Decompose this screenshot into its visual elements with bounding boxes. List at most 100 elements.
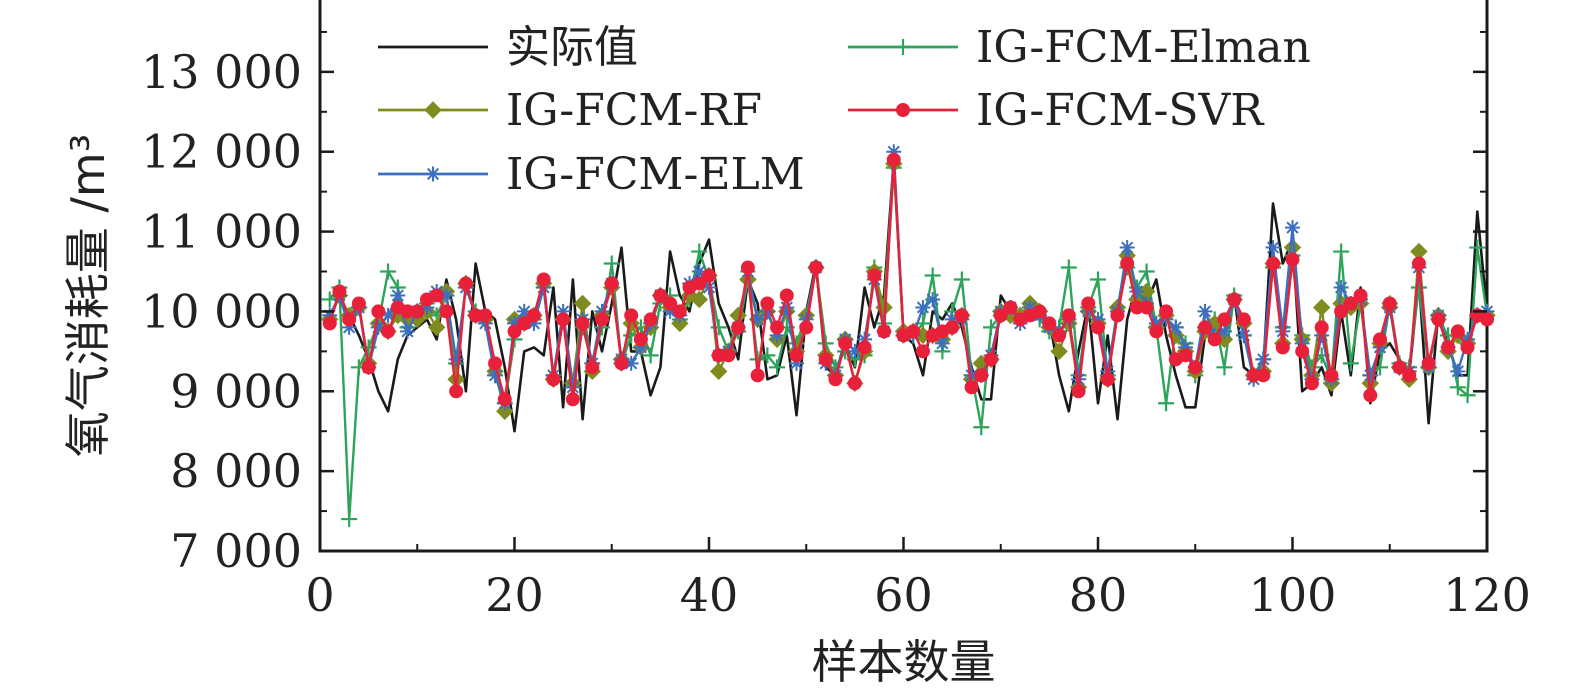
data-point-4: [1333, 279, 1349, 295]
data-point-3: [945, 320, 960, 335]
data-point-4: [1022, 299, 1038, 315]
series-line-1: [328, 166, 1489, 521]
data-point-4: [390, 287, 406, 303]
data-point-4: [1158, 311, 1174, 327]
data-point-4: [915, 299, 931, 315]
data-point-3: [429, 288, 444, 303]
x-tick-label: 40: [680, 568, 739, 622]
legend-label: IG-FCM-RF: [506, 85, 762, 136]
y-tick-label: 7 000: [170, 524, 302, 578]
data-point-3: [906, 324, 921, 339]
data-point-3: [624, 308, 639, 323]
data-point-3: [1266, 256, 1281, 271]
data-point-3: [361, 360, 376, 375]
data-point-1: [953, 271, 970, 288]
data-point-1: [603, 255, 620, 272]
data-point-3: [595, 312, 610, 327]
data-point-4: [1362, 367, 1378, 383]
data-point-3: [1334, 304, 1349, 319]
data-point-4: [662, 303, 678, 319]
data-point-1: [1342, 355, 1359, 372]
series-3: [322, 152, 1494, 407]
y-tick-label: 8 000: [170, 444, 302, 498]
data-point-4: [507, 315, 522, 331]
data-point-3: [867, 268, 882, 283]
data-point-4: [798, 311, 814, 327]
data-point-2: [710, 362, 728, 381]
data-point-3: [458, 276, 473, 291]
data-point-4: [1265, 240, 1281, 256]
data-point-4: [886, 144, 902, 160]
legend-label: IG-FCM-Elman: [976, 22, 1311, 73]
legend: 实际值 IG-FCM-Elman IG-FCM-RF IG-FCM-SVR IG-FCM…: [378, 22, 1311, 200]
data-point-3: [974, 368, 989, 383]
data-point-3: [604, 276, 619, 291]
data-point-3: [1431, 312, 1446, 327]
data-point-2: [1312, 298, 1331, 317]
x-tick-label: 0: [305, 568, 334, 622]
legend-item: IG-FCM-SVR: [848, 85, 1265, 136]
legend-swatch-marker: [895, 39, 911, 55]
data-point-3: [1353, 288, 1368, 303]
data-point-1: [1459, 387, 1476, 404]
data-point-3: [1188, 360, 1203, 375]
data-point-3: [653, 288, 668, 303]
data-point-3: [1343, 296, 1358, 311]
data-point-1: [1469, 239, 1486, 256]
y-tick-label: 10 000: [141, 284, 302, 338]
y-tick-label: 12 000: [141, 125, 302, 179]
x-tick-label: 20: [485, 568, 544, 622]
data-point-1: [759, 347, 776, 364]
data-point-4: [847, 343, 863, 359]
data-point-3: [536, 272, 551, 287]
data-point-3: [877, 324, 892, 339]
data-point-4: [691, 264, 707, 280]
data-point-4: [341, 319, 357, 335]
data-point-4: [1148, 315, 1164, 331]
data-point-3: [1304, 376, 1319, 391]
data-point-3: [750, 368, 765, 383]
data-point-3: [838, 336, 853, 351]
data-point-4: [1255, 351, 1271, 367]
data-point-3: [740, 260, 755, 275]
data-point-4: [1090, 311, 1106, 327]
data-point-2: [573, 294, 592, 313]
data-point-3: [1411, 256, 1426, 271]
data-point-3: [1314, 320, 1329, 335]
legend-item: IG-FCM-Elman: [848, 22, 1311, 73]
data-point-4: [400, 323, 416, 339]
series-layer: [321, 144, 1496, 528]
data-point-4: [370, 319, 386, 335]
x-axis-title: 样本数量: [812, 635, 996, 689]
data-point-4: [419, 299, 435, 315]
data-point-3: [1032, 304, 1047, 319]
data-point-3: [1363, 388, 1378, 403]
data-point-3: [857, 340, 872, 355]
data-point-2: [427, 318, 446, 337]
data-point-1: [1090, 271, 1106, 288]
data-point-4: [964, 367, 980, 383]
data-point-1: [769, 359, 786, 376]
data-point-4: [769, 327, 785, 343]
data-point-3: [449, 384, 464, 399]
data-point-3: [1120, 256, 1135, 271]
data-point-1: [1216, 359, 1233, 376]
data-point-4: [944, 311, 960, 327]
data-point-1: [1333, 243, 1350, 260]
legend-item: 实际值: [378, 22, 638, 73]
data-point-3: [1256, 368, 1271, 383]
data-point-4: [1178, 339, 1194, 355]
data-point-4: [487, 367, 503, 383]
data-point-3: [1236, 312, 1251, 327]
plot-frame: [318, 0, 1489, 553]
data-point-4: [1314, 327, 1330, 343]
data-point-3: [1295, 344, 1310, 359]
data-point-3: [1042, 316, 1057, 331]
data-point-4: [1460, 331, 1476, 347]
data-point-3: [643, 312, 658, 327]
data-point-4: [789, 355, 805, 371]
legend-item: IG-FCM-ELM: [378, 149, 805, 200]
data-point-3: [497, 392, 512, 407]
data-point-4: [438, 287, 454, 303]
data-point-4: [526, 315, 542, 331]
